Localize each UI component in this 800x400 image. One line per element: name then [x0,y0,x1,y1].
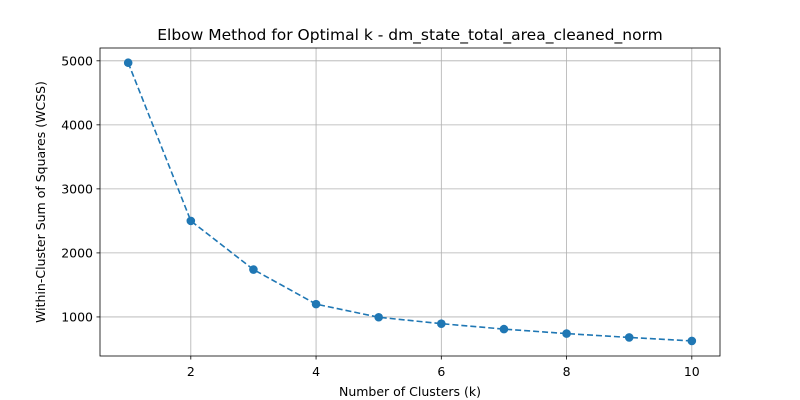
y-tick-label: 4000 [61,117,93,132]
data-point [249,265,258,274]
y-tick-label: 2000 [61,245,93,260]
x-tick-label: 4 [312,364,320,379]
grid-layer [100,48,720,356]
data-point [186,216,196,226]
x-tick-label: 2 [187,364,195,379]
y-tick-label: 5000 [61,53,93,68]
series-line [127,62,692,342]
y-tick-label: 1000 [61,309,93,324]
series-layer [123,58,697,346]
chart-title: Elbow Method for Optimal k - dm_state_to… [157,26,663,45]
data-point [624,333,634,342]
data-point [499,324,509,334]
y-tick-label: 3000 [61,181,93,196]
data-point [374,312,383,322]
data-point [311,299,321,309]
y-axis-label: Within-Cluster Sum of Squares (WCSS) [33,81,48,323]
data-point [687,336,697,346]
x-tick-label: 10 [684,364,700,379]
data-point [437,319,446,328]
data-point [123,58,133,68]
x-tick-label: 8 [563,364,571,379]
x-tick-label: 6 [437,364,445,379]
plot-frame [99,47,721,357]
tick-layer: 2 4 6 8 10 1000 2000 3000 4000 5000 [61,53,700,379]
data-point [562,329,571,338]
x-axis-label: Number of Clusters (k) [339,384,481,399]
